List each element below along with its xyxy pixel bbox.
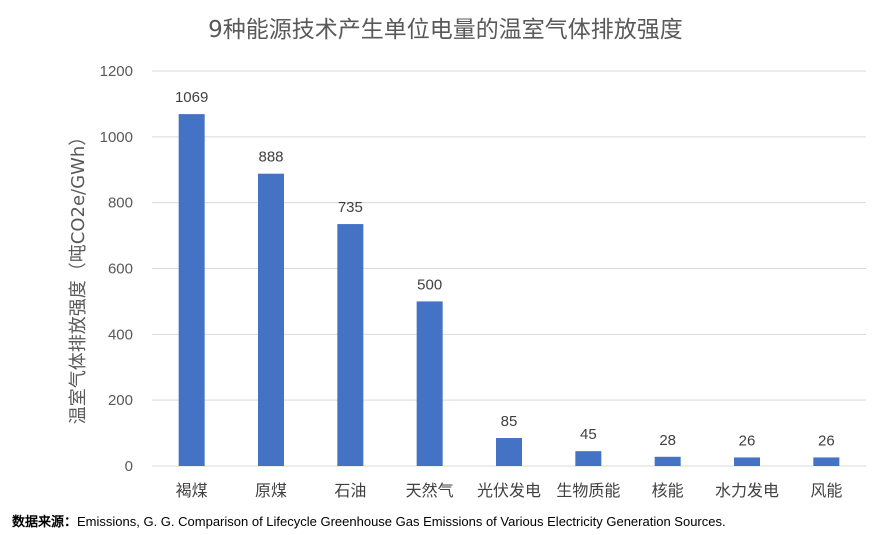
- bar: [734, 457, 760, 466]
- y-axis-title: 温室气体排放强度（吨CO2e/GWh）: [68, 128, 89, 424]
- bar: [575, 451, 602, 466]
- x-tick-label: 褐煤: [176, 481, 208, 500]
- x-tick-label: 原煤: [255, 481, 287, 500]
- data-label: 735: [338, 199, 363, 216]
- y-tick-label: 0: [125, 458, 133, 475]
- bar: [258, 173, 284, 466]
- chart-title: 9种能源技术产生单位电量的温室气体排放强度: [208, 17, 683, 43]
- source-label: 数据来源：: [12, 515, 78, 530]
- y-tick-label: 1200: [100, 63, 133, 80]
- bar: [416, 301, 443, 466]
- data-label: 85: [501, 413, 518, 430]
- bar: [813, 457, 840, 466]
- bars: [178, 114, 840, 466]
- x-tick-label: 水力发电: [715, 481, 779, 500]
- x-tick-label: 风能: [810, 481, 842, 500]
- bar: [654, 456, 681, 466]
- source-text: Emissions, G. G. Comparison of Lifecycle…: [77, 514, 726, 529]
- source-note: 数据来源：Emissions, G. G. Comparison of Life…: [12, 511, 726, 530]
- data-label: 1069: [175, 89, 208, 106]
- bar: [337, 224, 364, 466]
- y-tick-label: 400: [108, 326, 133, 343]
- x-tick-label: 光伏发电: [477, 481, 541, 500]
- x-tick-label: 天然气: [406, 481, 454, 500]
- data-label: 26: [818, 432, 835, 449]
- data-label: 26: [739, 432, 756, 449]
- data-label: 45: [580, 426, 597, 443]
- x-tick-label: 石油: [334, 481, 366, 500]
- data-label: 888: [258, 149, 283, 166]
- y-tick-label: 600: [108, 261, 133, 278]
- x-axis-ticks: 褐煤 原煤 石油 天然气 光伏发电 生物质能 核能 水力发电 风能: [176, 481, 843, 500]
- x-tick-label: 生物质能: [556, 481, 620, 500]
- bar: [178, 114, 205, 466]
- y-tick-label: 1000: [100, 129, 133, 146]
- bar: [496, 438, 522, 466]
- data-label: 500: [417, 276, 442, 293]
- data-label: 28: [659, 432, 676, 449]
- y-tick-label: 800: [108, 195, 133, 212]
- data-labels: 1069 888 735 500 85 45 28 26 26: [175, 89, 835, 449]
- x-tick-label: 核能: [652, 481, 684, 500]
- y-tick-label: 200: [108, 392, 133, 409]
- y-axis-ticks: 0 200 400 600 800 1000 1200: [100, 63, 133, 475]
